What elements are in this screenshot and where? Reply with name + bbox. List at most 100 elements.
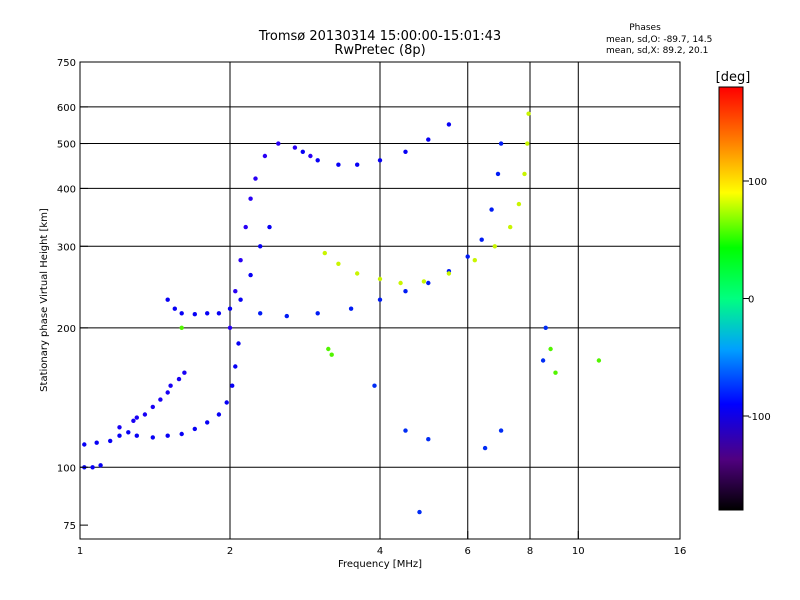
chart-subtitle: RwPretec (8p) [334, 43, 425, 58]
echo-point [498, 428, 504, 433]
echo-point [489, 207, 494, 212]
x-tick-label: 2 [227, 546, 233, 557]
echo-point [230, 383, 235, 388]
echo-point [355, 271, 360, 276]
echo-point [525, 141, 530, 146]
echo-point [108, 438, 113, 444]
x-tick-label: 6 [465, 546, 471, 557]
y-axis-label: Stationary phase Virtual Height [km] [39, 208, 50, 392]
echo-point [117, 425, 122, 430]
x-tick-label: 8 [527, 546, 533, 557]
echo-point [596, 358, 602, 363]
echo-point [165, 297, 170, 302]
echo-point [292, 145, 298, 150]
y-tick-label: 75 [63, 521, 76, 532]
echo-point [498, 141, 504, 146]
echo-point [205, 311, 210, 316]
echo-point [329, 352, 334, 357]
chart-title: Tromsø 20130314 15:00:00-15:01:43 [258, 29, 501, 44]
x-axis-label: Frequency [MHz] [338, 559, 422, 570]
y-tick-label: 750 [57, 58, 76, 69]
echo-point [172, 306, 177, 311]
echo-point [248, 196, 253, 201]
echo-point [548, 346, 553, 352]
y-tick-label: 600 [57, 103, 76, 114]
echo-point [182, 370, 187, 375]
echo-point [315, 311, 320, 316]
echo-point [82, 442, 87, 447]
echo-point [426, 280, 431, 286]
echo-point [543, 325, 548, 330]
echo-point [355, 162, 360, 167]
echo-point [176, 376, 182, 382]
echo-point [131, 418, 136, 423]
echo-point [142, 412, 148, 417]
echo-point [482, 445, 488, 451]
echo-point [126, 430, 131, 435]
echo-point [150, 435, 155, 440]
echo-point [243, 224, 248, 230]
echo-point [326, 346, 331, 352]
echo-point [134, 415, 139, 420]
echo-point [526, 111, 531, 116]
echo-point [98, 463, 103, 468]
grid-lines [80, 62, 680, 539]
echo-point [522, 171, 527, 177]
echo-point [495, 171, 501, 177]
echo-point [94, 440, 99, 445]
echo-point [205, 420, 210, 425]
echo-point [377, 158, 383, 163]
echo-point [348, 306, 354, 311]
echo-point [224, 400, 229, 405]
echo-point [417, 509, 422, 515]
echo-point [179, 311, 184, 316]
echo-point [258, 311, 263, 316]
y-tick-label: 500 [57, 140, 76, 151]
echo-point [403, 289, 408, 294]
echo-point [479, 237, 484, 242]
phases-heading: Phases [629, 23, 661, 33]
echo-point [398, 280, 403, 286]
colorbar [718, 86, 744, 511]
x-tick-label: 10 [572, 546, 585, 557]
echo-point [516, 201, 522, 207]
echo-point [308, 153, 313, 159]
echo-point [426, 137, 431, 142]
echo-point [284, 313, 289, 319]
x-axis-ticks: 1 2 4 6 8 10 16 [77, 531, 687, 557]
echo-point [472, 258, 477, 263]
x-tick-label: 4 [377, 546, 383, 557]
echo-point [253, 176, 258, 181]
colorbar-tick-label: 0 [748, 295, 754, 306]
echo-point [377, 297, 383, 302]
echo-point [248, 272, 253, 278]
echo-point [158, 397, 163, 402]
echo-point [446, 271, 452, 276]
echo-point [508, 224, 513, 230]
echo-point [322, 250, 327, 256]
x-tick-label: 16 [674, 546, 687, 557]
y-axis-ticks: 75 100 200 300 400 500 600 750 [57, 58, 88, 532]
y-tick-label: 300 [57, 242, 76, 253]
echo-point [117, 433, 122, 438]
echo-point [553, 370, 558, 375]
echo-point [315, 158, 320, 163]
echo-point [465, 254, 470, 259]
echo-point [227, 306, 233, 311]
echo-point [233, 364, 238, 369]
echo-point [179, 431, 184, 437]
colorbar-tick-label: -100 [748, 412, 771, 423]
echo-point [267, 224, 272, 230]
echo-point [134, 433, 139, 438]
echo-point [492, 244, 497, 249]
echo-point [336, 261, 341, 266]
echo-point [238, 297, 243, 302]
y-tick-label: 400 [57, 184, 76, 195]
echo-point [372, 383, 377, 388]
echo-point [262, 153, 268, 159]
echo-point [403, 149, 408, 154]
echo-point [165, 390, 170, 395]
echo-point [238, 258, 243, 263]
colorbar-ticks: 100 0 -100 [743, 177, 771, 423]
